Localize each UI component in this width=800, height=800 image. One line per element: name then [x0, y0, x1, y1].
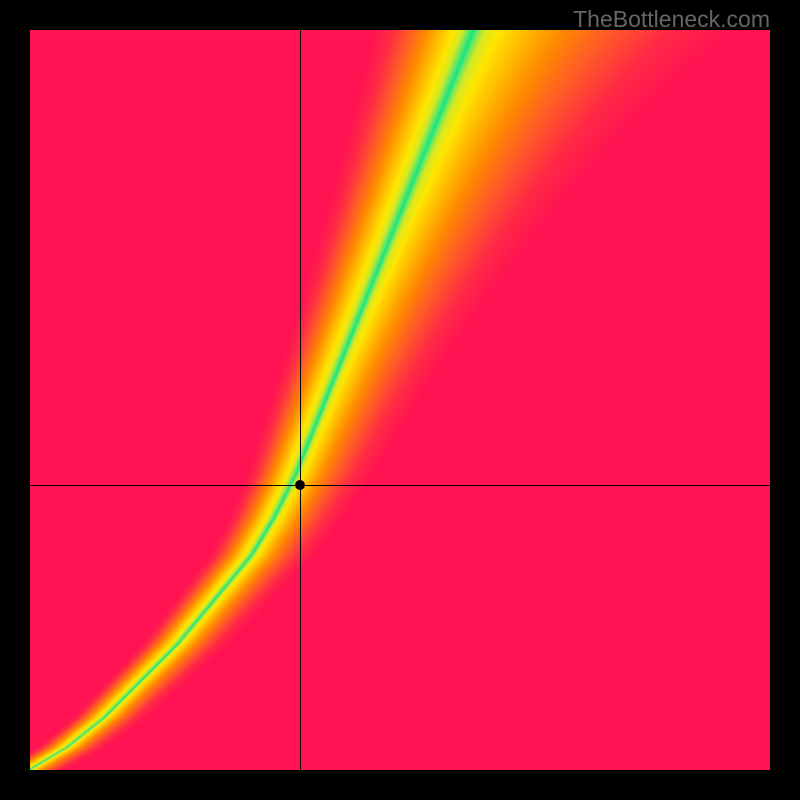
selection-marker-dot — [295, 480, 305, 490]
crosshair-vertical — [300, 30, 301, 770]
crosshair-horizontal — [30, 485, 770, 486]
heatmap-plot-area — [30, 30, 770, 770]
watermark-text: TheBottleneck.com — [573, 6, 770, 33]
bottleneck-heatmap — [30, 30, 770, 770]
